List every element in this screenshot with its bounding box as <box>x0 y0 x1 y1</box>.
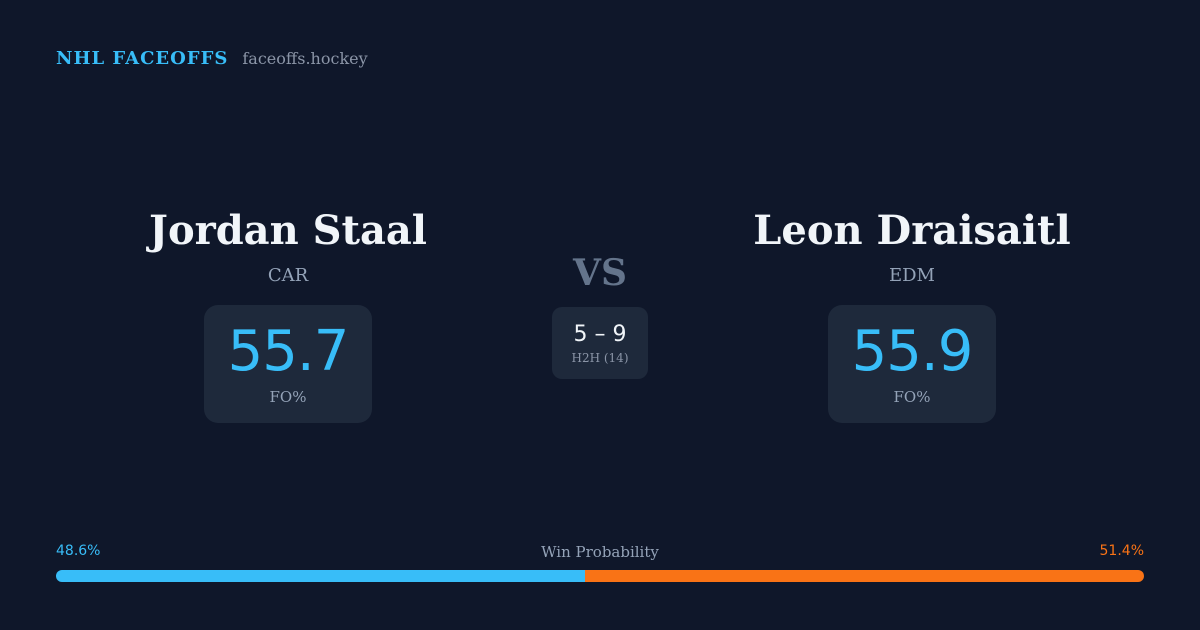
player-card-left: Jordan Staal CAR 55.7 FO% <box>48 205 528 423</box>
team-label-left: CAR <box>267 265 309 286</box>
h2h-label: H2H (14) <box>571 350 629 365</box>
win-probability-bar <box>56 570 1144 582</box>
head-to-head-box: 5 – 9 H2H (14) <box>552 307 648 379</box>
team-label-right: EDM <box>888 265 935 286</box>
player-name-left: Jordan Staal <box>149 207 427 254</box>
faceoff-pct-label-left: FO% <box>269 388 307 406</box>
win-prob-left-label: 48.6% <box>56 543 101 559</box>
faceoff-pct-label-right: FO% <box>893 388 931 406</box>
win-prob-bar-left <box>56 570 585 582</box>
win-prob-bar-right <box>584 570 1144 582</box>
faceoff-stat-box-right: 55.9 FO% <box>828 305 996 423</box>
brand-header: NHL FACEOFFS faceoffs.hockey <box>56 48 368 69</box>
faceoff-pct-left: 55.7 <box>227 319 350 384</box>
brand-url[interactable]: faceoffs.hockey <box>242 49 368 68</box>
win-prob-right-label: 51.4% <box>1099 543 1144 559</box>
win-probability-labels: 48.6% Win Probability 51.4% <box>56 543 1144 563</box>
faceoff-stat-box-left: 55.7 FO% <box>204 305 372 423</box>
faceoff-pct-right: 55.9 <box>851 319 974 384</box>
player-name-right: Leon Draisaitl <box>753 207 1071 254</box>
h2h-score: 5 – 9 <box>573 321 627 347</box>
win-prob-title: Win Probability <box>541 543 659 561</box>
brand-name[interactable]: NHL FACEOFFS <box>56 48 229 69</box>
vs-label: VS <box>573 252 627 294</box>
player-card-right: Leon Draisaitl EDM 55.9 FO% <box>672 205 1152 423</box>
